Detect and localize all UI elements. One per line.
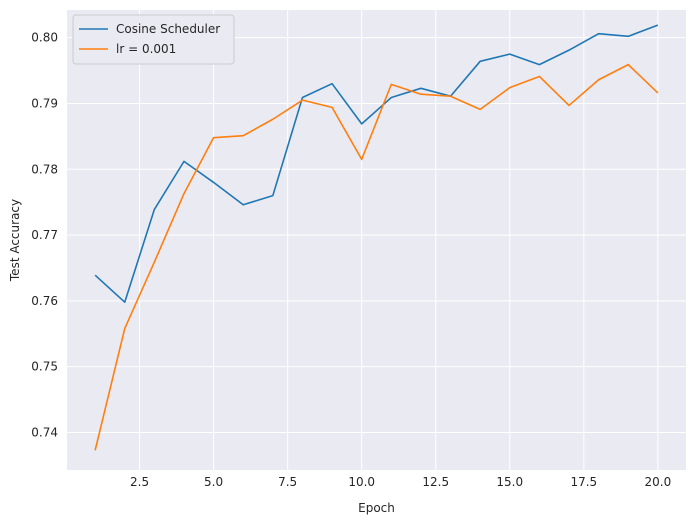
x-tick-label: 10.0	[348, 475, 375, 489]
x-tick-label: 20.0	[645, 475, 672, 489]
y-tick-labels: 0.74 0.75 0.76 0.77 0.78 0.79 0.80	[31, 31, 58, 440]
plot-background	[67, 10, 686, 470]
legend: Cosine Scheduler lr = 0.001	[72, 14, 235, 65]
x-tick-label: 2.5	[130, 475, 149, 489]
y-tick-label: 0.75	[31, 360, 58, 374]
x-tick-label: 12.5	[422, 475, 449, 489]
y-axis-label: Test Accuracy	[8, 199, 22, 282]
legend-label-1: lr = 0.001	[116, 42, 176, 56]
y-tick-label: 0.79	[31, 96, 58, 110]
y-tick-label: 0.74	[31, 425, 58, 439]
grid	[67, 10, 686, 470]
y-tick-label: 0.80	[31, 31, 58, 45]
legend-box	[72, 14, 235, 65]
series-line-1	[94, 63, 659, 451]
y-tick-label: 0.77	[31, 228, 58, 242]
series-line-0	[94, 24, 659, 303]
series-lines	[94, 24, 659, 451]
x-tick-label: 15.0	[496, 475, 523, 489]
x-tick-labels: 2.5 5.0 7.5 10.0 12.5 15.0 17.5 20.0	[130, 475, 671, 489]
y-tick-label: 0.76	[31, 294, 58, 308]
x-tick-label: 7.5	[278, 475, 297, 489]
x-tick-label: 5.0	[204, 475, 223, 489]
x-tick-label: 17.5	[570, 475, 597, 489]
y-tick-label: 0.78	[31, 162, 58, 176]
x-axis-label: Epoch	[358, 501, 395, 515]
legend-label-0: Cosine Scheduler	[116, 22, 220, 36]
